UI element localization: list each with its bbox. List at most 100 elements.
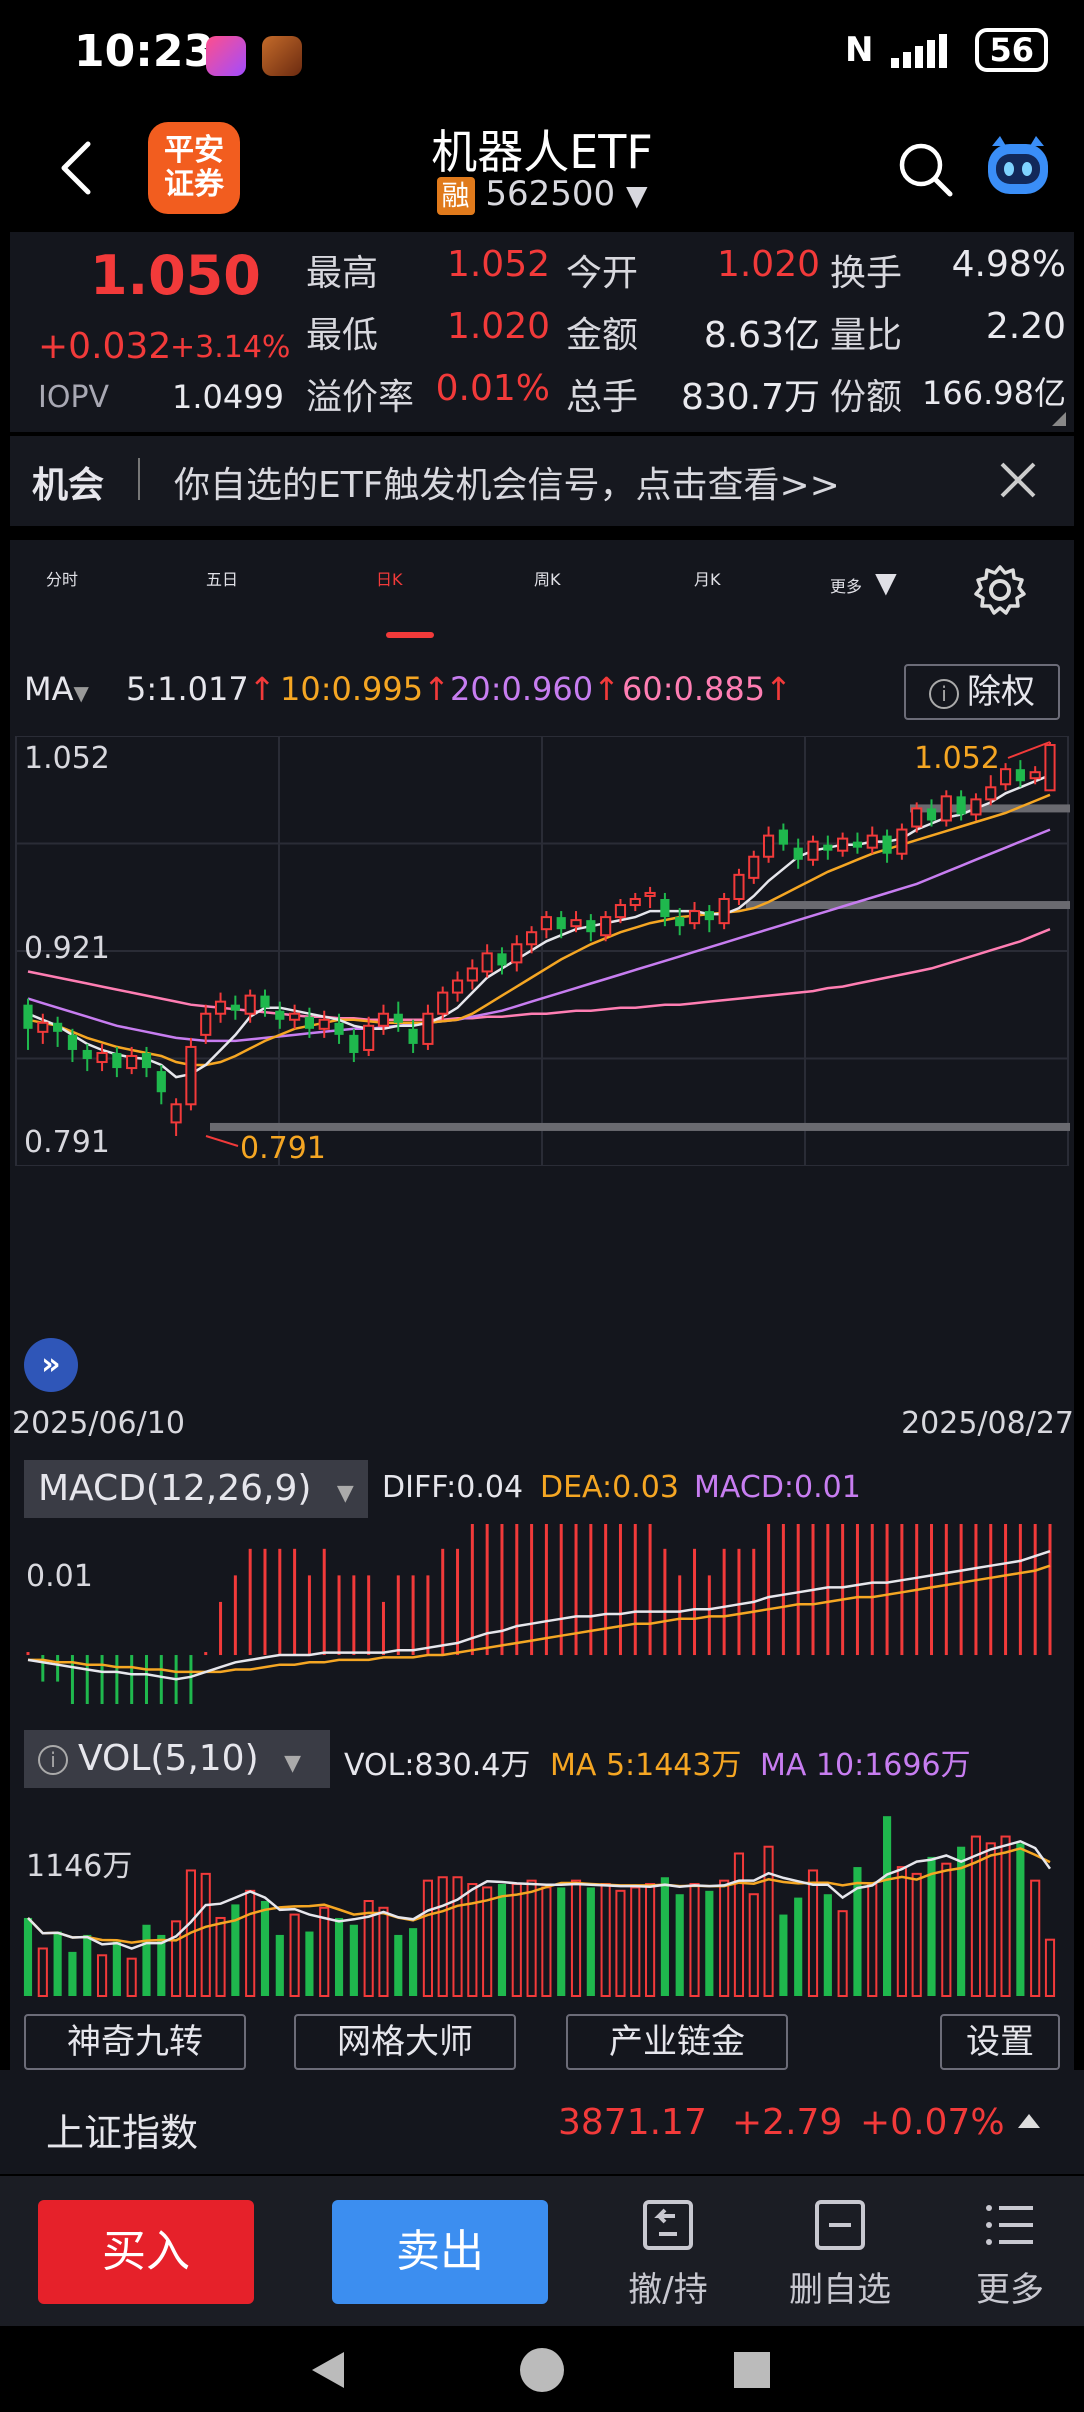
macd-bar	[396, 1575, 400, 1656]
iopv-label: IOPV	[38, 380, 110, 415]
sell-button[interactable]: 卖出	[332, 2200, 548, 2304]
opportunity-banner[interactable]: 机会 你自选的ETF触发机会信号，点击查看>>	[10, 436, 1074, 526]
back-icon[interactable]	[50, 138, 110, 198]
macd-bar	[693, 1548, 697, 1656]
tab-weekly-k[interactable]: 周K	[534, 570, 561, 589]
close-icon[interactable]	[998, 460, 1038, 500]
candle-body	[185, 1045, 197, 1106]
nav-back-icon[interactable]	[306, 2348, 350, 2392]
volume-chart[interactable]: 1146万	[10, 1796, 1074, 2000]
macd-bar	[248, 1548, 252, 1656]
system-nav-bar	[0, 2326, 1084, 2412]
macd-axis-label: 0.01	[26, 1559, 93, 1594]
support-zone-bar	[746, 901, 1070, 910]
tool-industry-chain-button[interactable]: 产业链金	[566, 2014, 788, 2070]
macd-bar	[337, 1575, 341, 1656]
ma20-line	[27, 828, 1051, 1043]
quote-field-value: 1.020	[446, 306, 550, 347]
volume-bar	[96, 1954, 108, 1998]
tool-magic-nine-button[interactable]: 神奇九转	[24, 2014, 246, 2070]
vol-ma5-line	[27, 1839, 1052, 1950]
macd-selector[interactable]: MACD(12,26,9) ▼	[24, 1460, 368, 1518]
candle-body	[53, 1022, 63, 1032]
macd-bar	[367, 1575, 371, 1656]
ma-selector[interactable]: MA▼	[24, 670, 89, 708]
info-icon: i	[38, 1745, 68, 1775]
quote-field-label: 今开	[566, 253, 639, 294]
macd-bar	[56, 1655, 60, 1682]
assistant-robot-icon[interactable]	[984, 136, 1052, 200]
volume-bar	[660, 1877, 669, 1996]
macd-bar	[870, 1524, 874, 1656]
volume-bar	[896, 1866, 907, 1997]
expand-sidebar-icon[interactable]: »	[24, 1338, 78, 1392]
index-ticker-bar[interactable]: 上证指数 3871.17 +2.79 +0.07%	[0, 2070, 1084, 2174]
macd-bar	[293, 1548, 297, 1656]
ma5-legend: 5:1.017↑	[126, 670, 276, 708]
candle-body	[733, 873, 745, 900]
cancel-hold-button[interactable]: 撤/持	[598, 2196, 738, 2311]
macd-bar	[574, 1524, 578, 1656]
candle-body	[349, 1034, 359, 1053]
notification-game-icon	[262, 36, 302, 76]
macd-chart[interactable]: 0.01	[10, 1524, 1074, 1704]
tab-more-label: 更多	[830, 577, 863, 596]
macd-lines	[27, 1550, 1051, 1681]
macd-bar	[130, 1655, 134, 1704]
macd-bar	[204, 1652, 208, 1656]
broker-logo[interactable]: 平安 证券	[148, 122, 240, 214]
tab-five-day[interactable]: 五日	[206, 570, 239, 589]
tab-daily-k[interactable]: 日K	[376, 570, 403, 589]
macd-bar	[959, 1524, 963, 1656]
remove-watchlist-button[interactable]: 删自选	[770, 2196, 910, 2311]
candle-body	[600, 916, 612, 937]
candle-body	[275, 1010, 285, 1020]
volume-bar	[615, 1889, 626, 1997]
volume-bar	[231, 1904, 240, 1996]
gear-icon[interactable]	[974, 564, 1026, 616]
tab-monthly-k[interactable]: 月K	[694, 570, 721, 589]
ma20-legend: 20:0.960↑	[450, 670, 620, 708]
candle-body	[882, 835, 892, 854]
notification-app-icon	[206, 36, 246, 76]
candle-body	[852, 841, 863, 848]
macd-histogram	[26, 1524, 1052, 1704]
ma60-line	[27, 928, 1051, 1022]
adjust-button[interactable]: i 除权	[904, 664, 1060, 720]
quote-field-value: 2.20	[985, 306, 1066, 347]
tool-grid-master-button[interactable]: 网格大师	[294, 2014, 516, 2070]
volume-bar	[497, 1884, 507, 1996]
vol-value: VOL:830.4万	[344, 1748, 531, 1783]
nav-recents-icon[interactable]	[730, 2348, 774, 2392]
macd-bar	[604, 1524, 608, 1656]
macd-bar	[189, 1655, 193, 1704]
vol-selector[interactable]: i VOL(5,10) ▼	[24, 1730, 330, 1788]
macd-bar	[70, 1655, 74, 1704]
remove-watchlist-icon	[815, 2200, 865, 2250]
buy-button[interactable]: 买入	[38, 2200, 254, 2304]
y-mid-label: 0.921	[24, 931, 110, 966]
macd-bar	[1048, 1524, 1052, 1656]
chevron-down-icon: ▼	[336, 1481, 354, 1506]
quote-field-value: 8.63亿	[703, 315, 820, 356]
kline-chart[interactable]: 1.052 0.921 0.791 1.052 0.791	[10, 736, 1074, 1166]
menu-list-icon	[986, 2205, 1033, 2245]
volume-bar	[334, 1917, 344, 1996]
volume-ma-lines	[27, 1839, 1052, 1950]
expand-corner-icon[interactable]	[1052, 412, 1066, 426]
tab-intraday[interactable]: 分时	[46, 570, 79, 589]
volume-bar	[215, 1916, 226, 1997]
macd-bar	[26, 1652, 30, 1656]
security-code-selector[interactable]: 融 562500 ▼	[0, 174, 1084, 215]
page-title: 机器人ETF	[431, 125, 653, 179]
chevron-up-icon[interactable]	[1018, 2114, 1040, 2128]
macd-bar	[85, 1655, 89, 1704]
tool-settings-button[interactable]: 设置	[940, 2014, 1060, 2070]
more-actions-button[interactable]: 更多	[940, 2196, 1080, 2311]
ma10-legend: 10:0.995↑	[280, 670, 450, 708]
nav-home-icon[interactable]	[518, 2346, 566, 2394]
tab-more[interactable]: 更多 ▼	[830, 566, 897, 599]
margin-tag: 融	[436, 176, 475, 215]
status-indicators: N 56	[845, 28, 1048, 72]
search-icon[interactable]	[896, 140, 954, 198]
